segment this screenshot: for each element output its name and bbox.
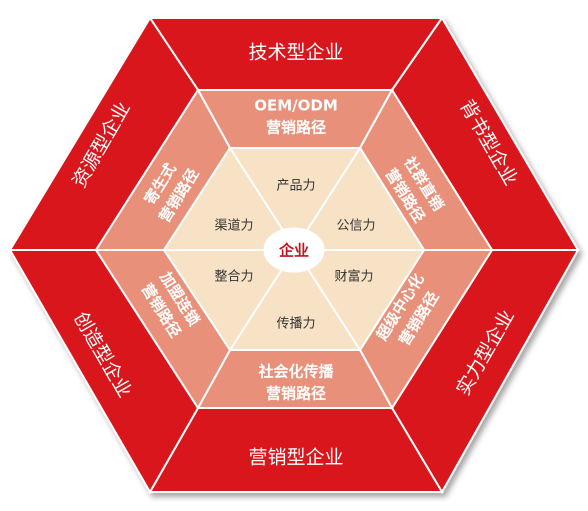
inner-label-upper-right: 公信力 xyxy=(336,219,375,234)
middle-label-bottom-line2: 营销路径 xyxy=(266,385,326,403)
outer-label-bottom: 营销型企业 xyxy=(248,447,343,469)
center-label: 企业 xyxy=(278,242,309,260)
inner-label-upper-left: 渠道力 xyxy=(214,219,253,234)
middle-label-bottom-line1: 社会化传播 xyxy=(257,363,334,381)
middle-label-top-line1: OEM/ODM xyxy=(254,97,338,115)
middle-label-bottom: 社会化传播 营销路径 xyxy=(257,363,334,403)
outer-label-top: 技术型企业 xyxy=(248,42,343,64)
inner-ring xyxy=(162,147,426,351)
middle-label-top: OEM/ODM 营销路径 xyxy=(254,97,338,137)
inner-label-bottom: 传播力 xyxy=(276,317,315,332)
center-circle xyxy=(263,227,325,273)
middle-ring xyxy=(94,88,494,410)
inner-label-top: 产品力 xyxy=(276,179,315,194)
outer-ring xyxy=(8,16,580,495)
inner-label-lower-left: 整合力 xyxy=(214,270,253,285)
inner-label-lower-right: 财富力 xyxy=(334,269,373,285)
middle-label-top-line2: 营销路径 xyxy=(266,119,326,137)
